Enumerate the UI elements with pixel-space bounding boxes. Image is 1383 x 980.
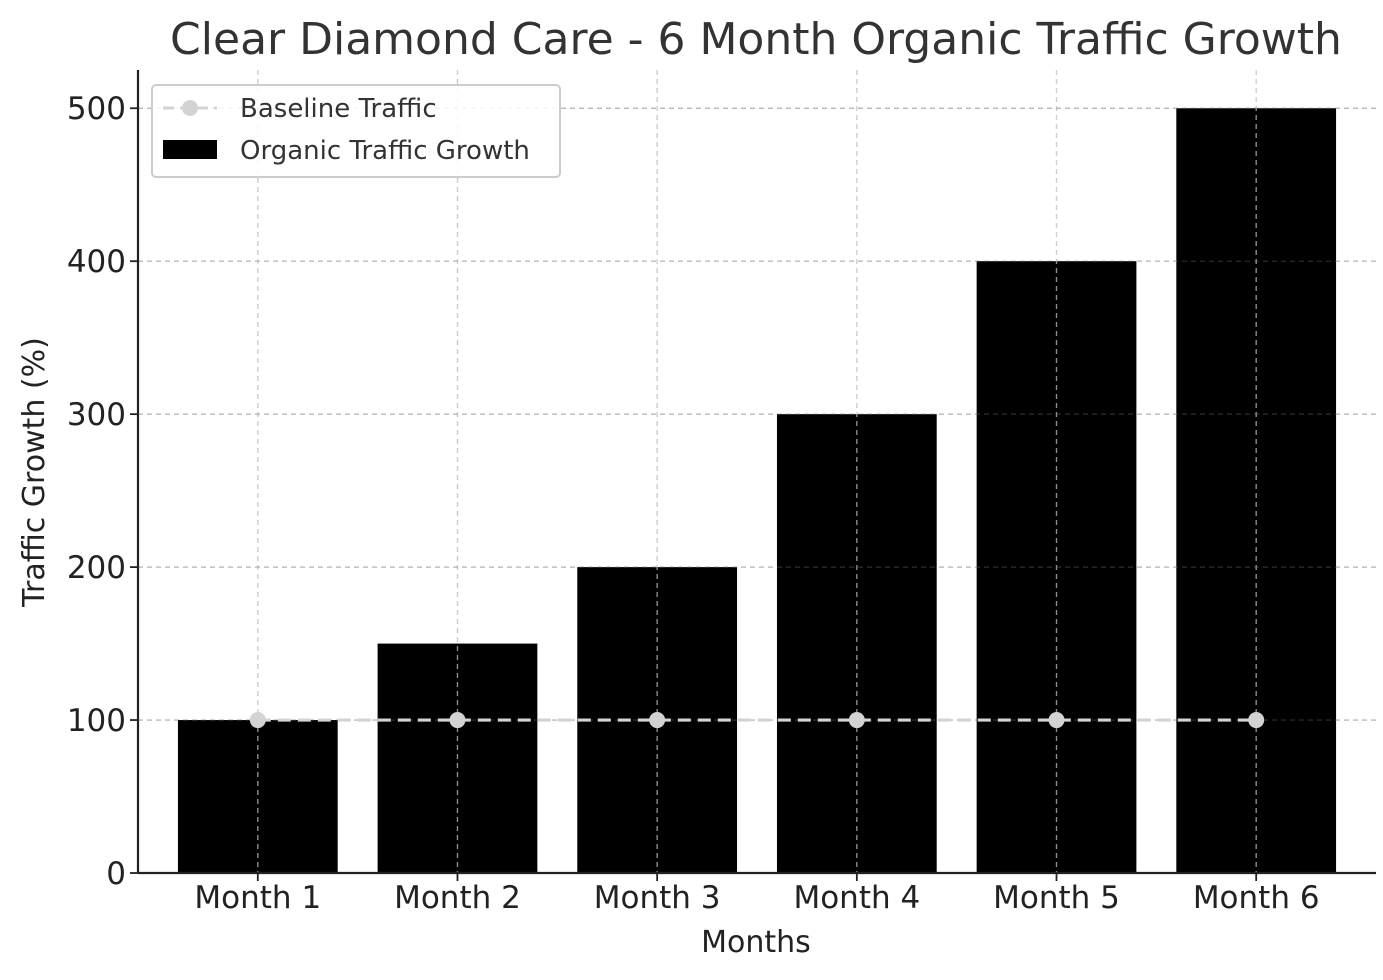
- x-tick-label: Month 3: [594, 880, 721, 916]
- legend-item-organic: Organic Traffic Growth: [163, 136, 530, 166]
- x-tick-label: Month 5: [993, 880, 1120, 916]
- baseline-point-5: [1048, 712, 1065, 729]
- legend-frame: [151, 84, 561, 178]
- x-tick-label: Month 4: [793, 880, 920, 916]
- legend-organic-swatch: [163, 140, 217, 159]
- axes: [130, 70, 1376, 881]
- x-axis-label: Months: [701, 925, 811, 960]
- baseline-series: [249, 712, 1265, 729]
- legend-baseline-marker: [182, 100, 198, 116]
- legend-label-baseline: Baseline Traffic: [240, 94, 437, 124]
- legend-item-baseline: Baseline Traffic: [163, 94, 437, 124]
- baseline-point-6: [1248, 712, 1265, 729]
- legend: Baseline Traffic Organic Traffic Growth: [151, 84, 561, 178]
- baseline-point-3: [649, 712, 666, 729]
- y-tick-label: 300: [67, 397, 126, 433]
- y-tick-label: 0: [106, 856, 126, 892]
- bar-1: [177, 720, 338, 873]
- y-tick-label: 200: [67, 550, 126, 586]
- y-tick-labels: 0 100 200 300 400 500: [67, 91, 126, 892]
- baseline-point-2: [449, 712, 466, 729]
- chart-title: Clear Diamond Care - 6 Month Organic Tra…: [170, 14, 1342, 65]
- baseline-point-1: [249, 712, 266, 729]
- bars: [138, 70, 1376, 873]
- bar-4: [776, 414, 937, 873]
- x-tick-label: Month 6: [1193, 880, 1320, 916]
- x-tick-labels: Month 1 Month 2 Month 3 Month 4 Month 5 Month…: [194, 880, 1319, 916]
- x-tick-label: Month 1: [194, 880, 321, 916]
- y-tick-label: 400: [67, 244, 126, 280]
- y-tick-label: 100: [67, 703, 126, 739]
- legend-label-organic: Organic Traffic Growth: [240, 136, 530, 166]
- y-axis-label: Traffic Growth (%): [17, 337, 52, 608]
- x-tick-label: Month 2: [394, 880, 521, 916]
- baseline-point-4: [848, 712, 865, 729]
- y-tick-label: 500: [67, 91, 126, 127]
